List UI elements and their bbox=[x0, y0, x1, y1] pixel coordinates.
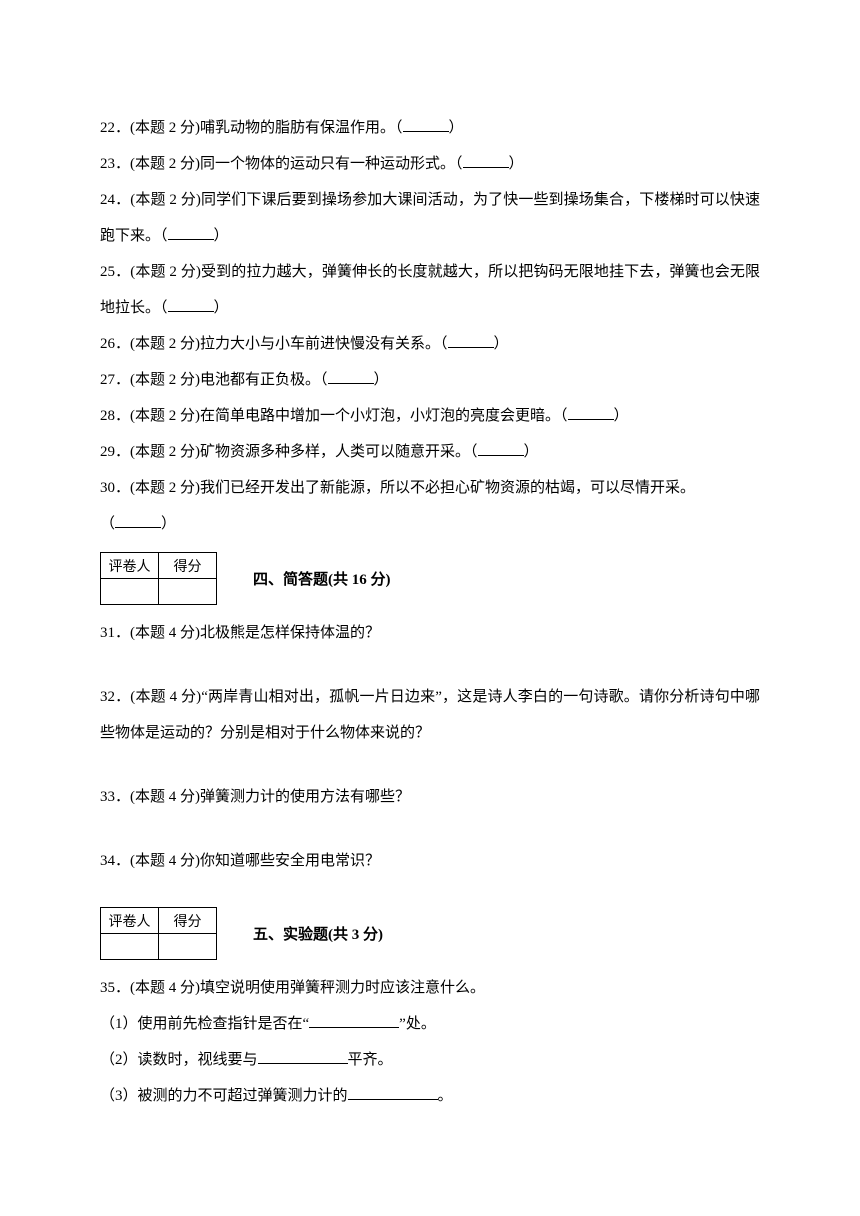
q25-prefix: 25．(本题 2 分) bbox=[100, 264, 201, 280]
question-32: 32．(本题 4 分)“两岸青山相对出，孤帆一片日边来”，这是诗人李白的一句诗歌… bbox=[100, 679, 760, 751]
q35-prefix: 35．(本题 4 分) bbox=[100, 980, 200, 996]
section-4-header: 评卷人 得分 四、简答题(共 16 分) bbox=[100, 548, 760, 609]
q23-prefix: 23．(本题 2 分) bbox=[100, 156, 200, 172]
question-34: 34．(本题 4 分)你知道哪些安全用电常识？ bbox=[100, 843, 760, 879]
q35-3a: （3）被测的力不可超过弹簧测力计的 bbox=[100, 1088, 348, 1104]
q35-2a: （2）读数时，视线要与 bbox=[100, 1052, 258, 1068]
score-cell[interactable] bbox=[159, 579, 217, 605]
q28-prefix: 28．(本题 2 分) bbox=[100, 408, 200, 424]
q28-text: 在简单电路中增加一个小灯泡，小灯泡的亮度会更暗。（ bbox=[200, 408, 568, 424]
q35-2-blank[interactable] bbox=[258, 1050, 348, 1064]
q29-text: 矿物资源多种多样，人类可以随意开采。（ bbox=[200, 444, 478, 460]
q26-text: 拉力大小与小车前进快慢没有关系。（ bbox=[200, 336, 448, 352]
q30-paren: （ bbox=[100, 516, 115, 532]
question-26: 26．(本题 2 分)拉力大小与小车前进快慢没有关系。（ ） bbox=[100, 326, 760, 362]
q27-text: 电池都有正负极。（ bbox=[200, 372, 328, 388]
q32-prefix: 32．(本题 4 分) bbox=[100, 689, 201, 705]
reviewer-header: 评卷人 bbox=[101, 553, 159, 579]
reviewer-cell-5[interactable] bbox=[101, 934, 159, 960]
question-25: 25．(本题 2 分)受到的拉力越大，弹簧伸长的长度就越大，所以把钩码无限地挂下… bbox=[100, 254, 760, 326]
q35-1a: （1）使用前先检查指针是否在“ bbox=[100, 1016, 309, 1032]
q25-blank[interactable] bbox=[168, 298, 214, 312]
q22-blank[interactable] bbox=[403, 118, 449, 132]
section-5-title: 五、实验题(共 3 分) bbox=[253, 923, 383, 944]
q22-prefix: 22．(本题 2 分) bbox=[100, 120, 200, 136]
q34-prefix: 34．(本题 4 分) bbox=[100, 853, 200, 869]
question-22: 22．(本题 2 分)哺乳动物的脂肪有保温作用。（ ） bbox=[100, 110, 760, 146]
q30-blank[interactable] bbox=[115, 514, 161, 528]
reviewer-cell[interactable] bbox=[101, 579, 159, 605]
question-35: 35．(本题 4 分)填空说明使用弹簧秤测力时应该注意什么。 bbox=[100, 970, 760, 1006]
q27-prefix: 27．(本题 2 分) bbox=[100, 372, 200, 388]
q35-1-blank[interactable] bbox=[309, 1014, 399, 1028]
question-28: 28．(本题 2 分)在简单电路中增加一个小灯泡，小灯泡的亮度会更暗。（ ） bbox=[100, 398, 760, 434]
q31-text: 北极熊是怎样保持体温的？ bbox=[200, 625, 380, 641]
q35-3-blank[interactable] bbox=[348, 1086, 438, 1100]
q34-text: 你知道哪些安全用电常识？ bbox=[200, 853, 380, 869]
q26-suffix: ） bbox=[494, 336, 509, 352]
q35-1b: ”处。 bbox=[399, 1016, 436, 1032]
q31-prefix: 31．(本题 4 分) bbox=[100, 625, 200, 641]
q23-suffix: ） bbox=[509, 156, 524, 172]
question-30: 30．(本题 2 分)我们已经开发出了新能源，所以不必担心矿物资源的枯竭，可以尽… bbox=[100, 470, 760, 506]
q30-prefix: 30．(本题 2 分) bbox=[100, 480, 200, 496]
q30-suffix: ） bbox=[161, 516, 176, 532]
reviewer-header-5: 评卷人 bbox=[101, 908, 159, 934]
q29-blank[interactable] bbox=[478, 442, 524, 456]
q23-blank[interactable] bbox=[463, 154, 509, 168]
score-cell-5[interactable] bbox=[159, 934, 217, 960]
question-30-line2: （） bbox=[100, 506, 760, 542]
q28-blank[interactable] bbox=[568, 406, 614, 420]
q24-prefix: 24．(本题 2 分) bbox=[100, 192, 201, 208]
question-35-3: （3）被测的力不可超过弹簧测力计的 。 bbox=[100, 1078, 760, 1114]
q29-prefix: 29．(本题 2 分) bbox=[100, 444, 200, 460]
q27-blank[interactable] bbox=[328, 370, 374, 384]
section-4-title: 四、简答题(共 16 分) bbox=[253, 568, 391, 589]
question-29: 29．(本题 2 分)矿物资源多种多样，人类可以随意开采。（ ） bbox=[100, 434, 760, 470]
score-table-4: 评卷人 得分 bbox=[100, 552, 217, 605]
question-33: 33．(本题 4 分)弹簧测力计的使用方法有哪些？ bbox=[100, 779, 760, 815]
q24-blank[interactable] bbox=[168, 226, 214, 240]
q26-blank[interactable] bbox=[448, 334, 494, 348]
question-35-2: （2）读数时，视线要与 平齐。 bbox=[100, 1042, 760, 1078]
q25-suffix: ） bbox=[214, 300, 229, 316]
question-31: 31．(本题 4 分)北极熊是怎样保持体温的？ bbox=[100, 615, 760, 651]
q26-prefix: 26．(本题 2 分) bbox=[100, 336, 200, 352]
q33-text: 弹簧测力计的使用方法有哪些？ bbox=[200, 789, 410, 805]
question-24: 24．(本题 2 分)同学们下课后要到操场参加大课间活动，为了快一些到操场集合，… bbox=[100, 182, 760, 254]
score-header-5: 得分 bbox=[159, 908, 217, 934]
score-header: 得分 bbox=[159, 553, 217, 579]
q24-suffix: ） bbox=[214, 228, 229, 244]
question-23: 23．(本题 2 分)同一个物体的运动只有一种运动形式。（ ） bbox=[100, 146, 760, 182]
q35-2b: 平齐。 bbox=[348, 1052, 393, 1068]
section-5-header: 评卷人 得分 五、实验题(共 3 分) bbox=[100, 903, 760, 964]
q35-text: 填空说明使用弹簧秤测力时应该注意什么。 bbox=[200, 980, 485, 996]
q28-suffix: ） bbox=[614, 408, 629, 424]
q35-3b: 。 bbox=[438, 1088, 453, 1104]
question-27: 27．(本题 2 分)电池都有正负极。（ ） bbox=[100, 362, 760, 398]
q22-suffix: ） bbox=[449, 120, 464, 136]
q30-text: 我们已经开发出了新能源，所以不必担心矿物资源的枯竭，可以尽情开采。 bbox=[200, 480, 695, 496]
q29-suffix: ） bbox=[524, 444, 539, 460]
q27-suffix: ） bbox=[374, 372, 389, 388]
score-table-5: 评卷人 得分 bbox=[100, 907, 217, 960]
q23-text: 同一个物体的运动只有一种运动形式。（ bbox=[200, 156, 463, 172]
q33-prefix: 33．(本题 4 分) bbox=[100, 789, 200, 805]
question-35-1: （1）使用前先检查指针是否在“ ”处。 bbox=[100, 1006, 760, 1042]
q22-text: 哺乳动物的脂肪有保温作用。（ bbox=[200, 120, 403, 136]
